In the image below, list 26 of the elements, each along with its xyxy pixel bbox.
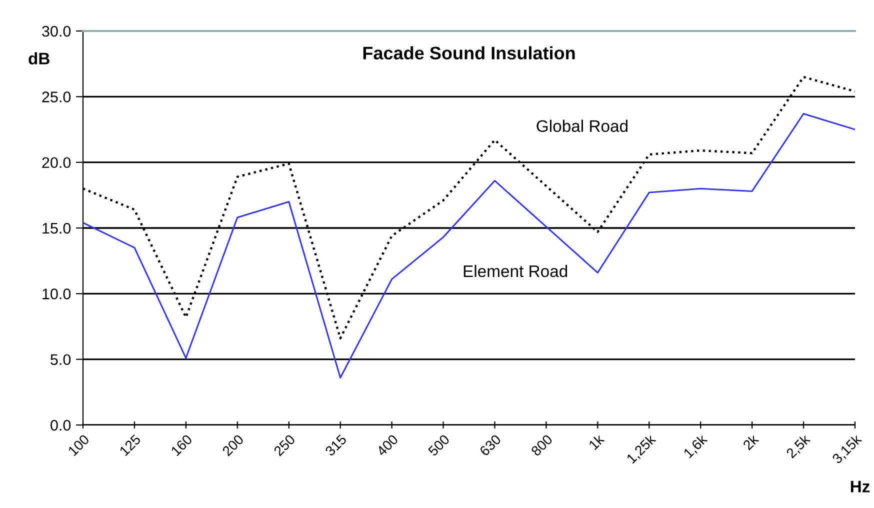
x-tick-label: 2k [742, 433, 760, 450]
x-tick-label: 800 [530, 434, 554, 457]
x-tick-label: 400 [376, 434, 399, 457]
x-tick-label: 1k [588, 433, 605, 450]
text: Facade Sound Insulation [363, 46, 575, 60]
x-tick-label: 2,5k [785, 433, 812, 460]
x-tick-label: 1,6k [682, 433, 709, 460]
y-tick-label: 5.0 [50, 354, 71, 366]
y-tick-label: 30.0 [42, 26, 71, 37]
series-label: Element Road [464, 264, 568, 278]
x-tick-label: 125 [119, 434, 142, 456]
x-tick-label: 250 [273, 434, 296, 456]
x-tick-label: 630 [479, 434, 502, 456]
x-tick-label: 160 [170, 434, 193, 456]
y-tick-label: 15.0 [42, 222, 71, 234]
x-axis-title: Hz [850, 480, 870, 492]
x-tick-label: 100 [68, 434, 90, 456]
y-tick-label: 0.0 [50, 420, 71, 431]
y-tick-label: 25.0 [42, 92, 71, 102]
x-tick-label: 200 [222, 434, 244, 456]
y-tick-label: 20.0 [42, 157, 71, 168]
series-label: Global Road [536, 120, 628, 132]
y-axis-title: dB [28, 52, 50, 64]
y-tick-label: 10.0 [42, 288, 71, 300]
x-tick-label: 500 [428, 434, 450, 457]
x-tick-label: 315 [324, 434, 348, 457]
